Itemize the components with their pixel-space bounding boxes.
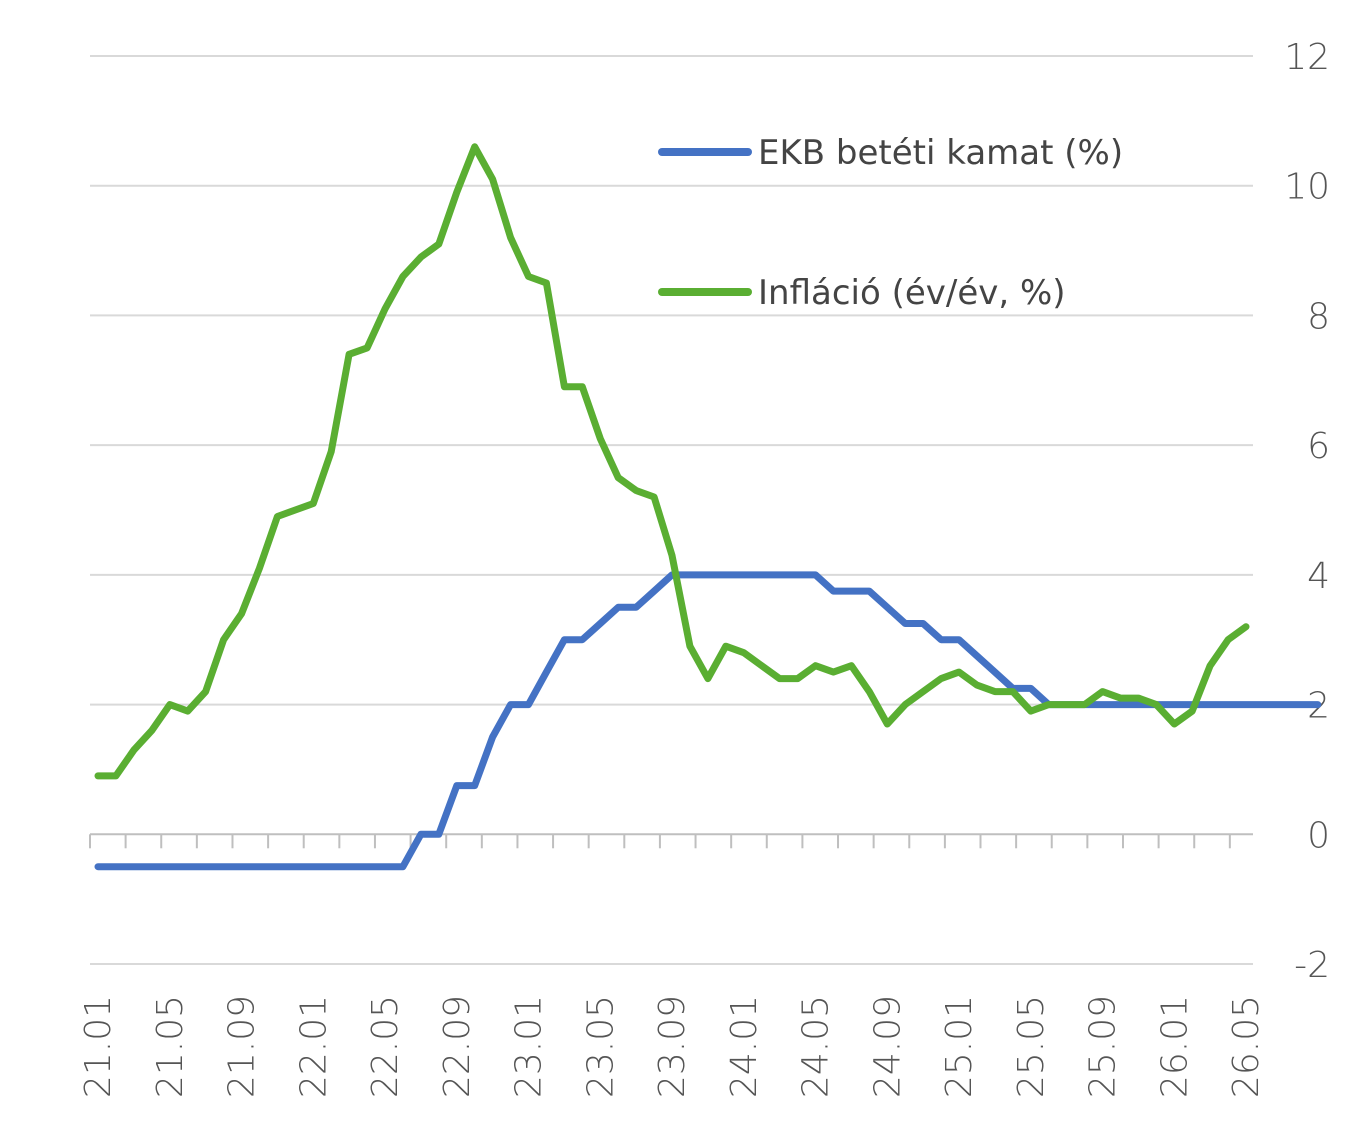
x-tick-label: 25.01 <box>939 995 980 1098</box>
series-line-inflation <box>94 143 1250 780</box>
x-tick-label: 21.05 <box>150 995 191 1098</box>
x-tick-label: 26.01 <box>1154 995 1195 1098</box>
x-tick-label: 24.09 <box>867 995 908 1098</box>
y-tick-label: -2 <box>1294 945 1330 986</box>
x-tick-label: 21.01 <box>78 995 119 1098</box>
y-tick-label: 6 <box>1307 426 1330 467</box>
x-tick-label: 23.09 <box>652 995 693 1098</box>
legend-label: EKB betéti kamat (%) <box>758 133 1123 173</box>
x-tick-label: 26.05 <box>1226 995 1267 1098</box>
x-tick-label: 22.09 <box>437 995 478 1098</box>
series-line-rate <box>94 571 1322 871</box>
series-lines <box>94 143 1322 871</box>
legend: EKB betéti kamat (%) Infláció (év/év, %) <box>658 133 1123 313</box>
x-tick-label: 25.05 <box>1011 995 1052 1098</box>
y-tick-label: 10 <box>1284 167 1330 208</box>
x-tick-label: 24.05 <box>796 995 837 1098</box>
x-tick-label: 23.05 <box>580 995 621 1098</box>
x-tick-label: 21.09 <box>222 995 263 1098</box>
y-tick-label: 4 <box>1307 556 1330 597</box>
x-tick-label: 23.01 <box>509 995 550 1098</box>
x-tick-label: 22.05 <box>365 995 406 1098</box>
x-tick-label: 22.01 <box>293 995 334 1098</box>
y-tick-label: 0 <box>1307 815 1330 856</box>
x-axis-tick-labels: 21.01 21.05 21.09 22.01 22.05 22.09 23.01 23.05… <box>78 995 1267 1098</box>
gridlines <box>90 55 1253 965</box>
x-tick-label: 24.01 <box>724 995 765 1098</box>
x-axis <box>89 833 1253 849</box>
y-tick-label: 8 <box>1307 296 1330 337</box>
y-tick-label: 12 <box>1284 37 1330 78</box>
x-tick-label: 25.09 <box>1083 995 1124 1098</box>
legend-label: Infláció (év/év, %) <box>758 273 1066 313</box>
